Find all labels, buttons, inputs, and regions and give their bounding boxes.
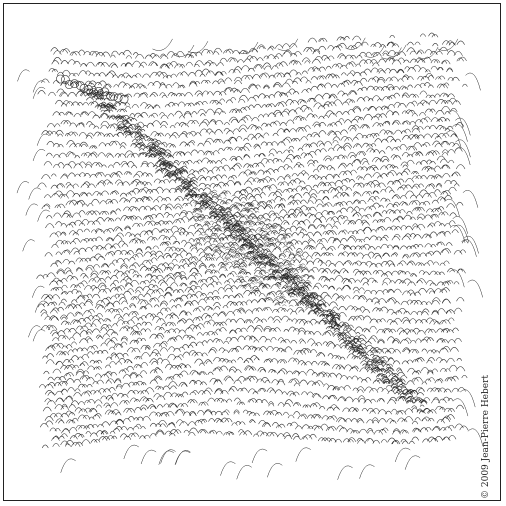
copyright-text: © 2009 Jean-Pierre Hebert	[481, 375, 491, 499]
corner-curls	[56, 74, 129, 104]
scribble-field	[36, 32, 469, 449]
artwork-frame: © 2009 Jean-Pierre Hebert	[3, 3, 501, 501]
diagonal-band	[77, 80, 431, 413]
generative-scribble-drawing	[16, 32, 484, 480]
central-lens-mesh	[191, 189, 312, 307]
copyright-notice: © 2009 Jean-Pierre Hebert	[474, 374, 498, 500]
outer-wisps	[16, 37, 484, 480]
